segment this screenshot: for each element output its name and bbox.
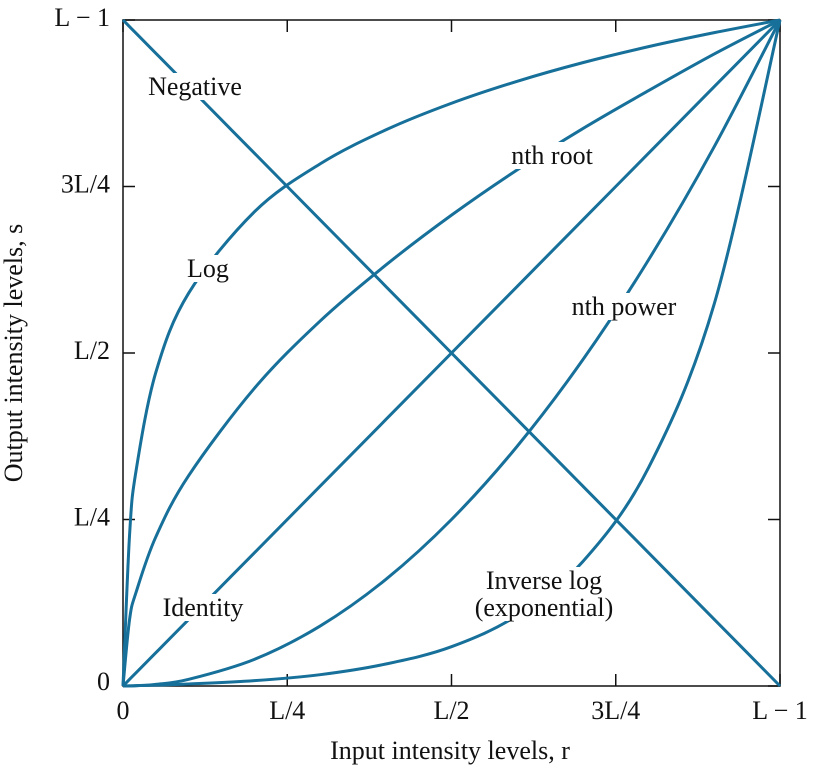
- series-label: Negative: [145, 72, 245, 100]
- series-line: [121, 18, 782, 688]
- y-axis-label: Output intensity levels, s: [0, 224, 28, 483]
- y-tick-label: L − 1: [54, 3, 110, 32]
- series-label-box: Negative: [95, 56, 295, 116]
- series-label: nth root: [508, 141, 596, 169]
- series-label-box: Identity: [103, 577, 303, 637]
- y-tick-label: 0: [97, 667, 110, 696]
- series-label: nth power: [568, 292, 680, 320]
- series-line: [122, 19, 782, 688]
- x-tick-label: L/2: [433, 696, 469, 725]
- x-tick-label: L/4: [269, 696, 305, 725]
- label-wrap: Log: [108, 238, 308, 298]
- y-tick-label: 3L/4: [61, 169, 110, 198]
- label-wrap: nth power: [524, 276, 724, 336]
- series-label-box: Log: [108, 238, 308, 298]
- x-axis-label: Input intensity levels, r: [330, 736, 570, 765]
- label-wrap: Inverse log (exponential): [444, 564, 644, 624]
- series-label-box: nth root: [452, 125, 652, 185]
- label-wrap: Negative: [95, 56, 295, 116]
- y-tick-label: L/4: [74, 502, 110, 531]
- x-tick-label: L − 1: [752, 696, 808, 725]
- series-line: [121, 18, 781, 687]
- series-line: [121, 18, 782, 688]
- x-tick-label: 3L/4: [591, 696, 640, 725]
- y-tick-label: L/2: [74, 336, 110, 365]
- label-wrap: nth root: [452, 125, 652, 185]
- series-label: Inverse log (exponential): [466, 567, 622, 621]
- x-tick-label: 0: [117, 696, 130, 725]
- series-label: Log: [184, 254, 232, 282]
- series-line: [121, 18, 781, 687]
- series-label: Identity: [159, 593, 247, 621]
- series-label-box: Inverse log (exponential): [444, 564, 644, 624]
- series-label-box: nth power: [524, 276, 724, 336]
- label-wrap: Identity: [103, 577, 303, 637]
